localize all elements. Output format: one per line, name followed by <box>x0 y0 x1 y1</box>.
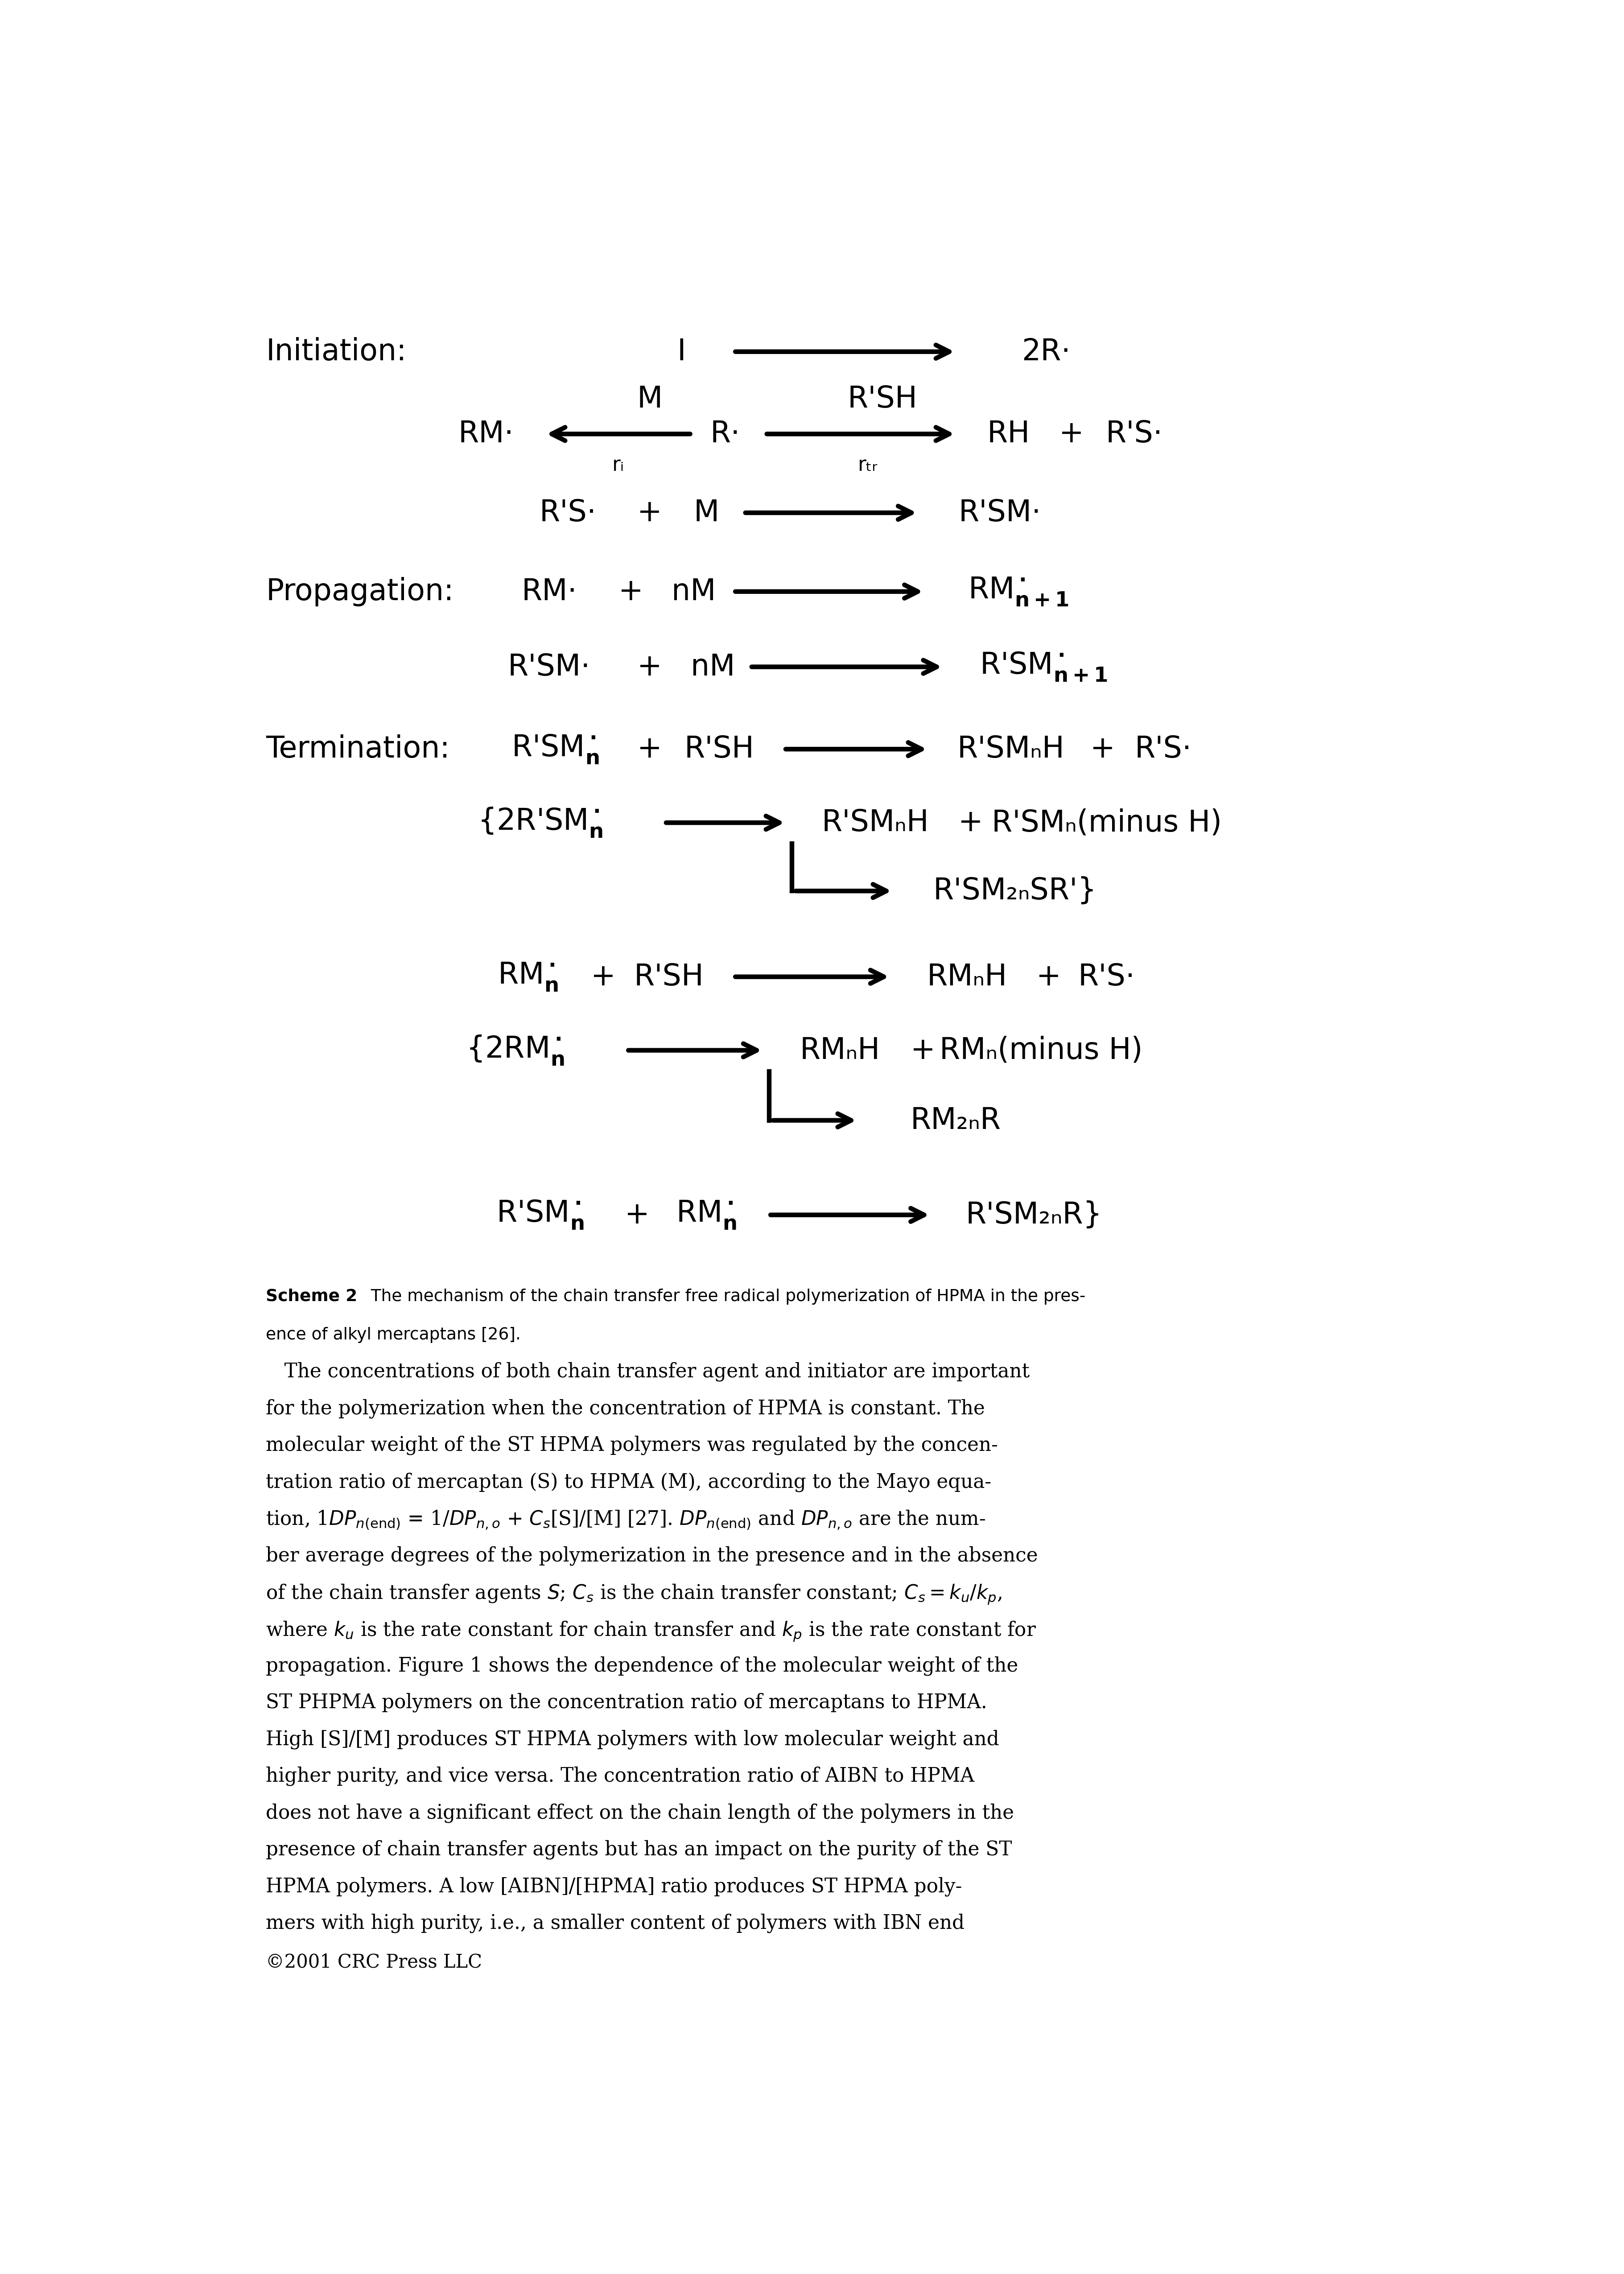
Text: RM$\mathbf{^\bullet_{n+1}}$: RM$\mathbf{^\bullet_{n+1}}$ <box>968 575 1069 607</box>
Text: RM$\mathbf{^\bullet_n}$: RM$\mathbf{^\bullet_n}$ <box>497 960 559 994</box>
Text: R'S·: R'S· <box>539 498 596 528</box>
Text: tration ratio of mercaptan (S) to HPMA (M), according to the Mayo equa-: tration ratio of mercaptan (S) to HPMA (… <box>266 1471 992 1492</box>
Text: nM: nM <box>672 578 716 607</box>
Text: Initiation:: Initiation: <box>266 337 406 366</box>
Text: R'SMₙ(minus H): R'SMₙ(minus H) <box>992 807 1221 837</box>
Text: R'SM₂ₙR}: R'SM₂ₙR} <box>965 1201 1103 1230</box>
Text: +: + <box>1036 962 1060 991</box>
Text: R'S·: R'S· <box>1078 962 1135 991</box>
Text: Termination:: Termination: <box>266 735 450 764</box>
Text: +: + <box>911 1035 935 1064</box>
Text: R'SM$\mathbf{^\bullet_n}$: R'SM$\mathbf{^\bullet_n}$ <box>497 1198 585 1230</box>
Text: R'SM₂ₙSR'}: R'SM₂ₙSR'} <box>934 875 1096 905</box>
Text: mers with high purity, i.e., a smaller content of polymers with IBN end: mers with high purity, i.e., a smaller c… <box>266 1912 965 1933</box>
Text: tion, 1$DP_{n(\mathrm{end})}$ = 1/$DP_{n,o}$ + $C_s$[S]/[M] [27]. $DP_{n(\mathrm: tion, 1$DP_{n(\mathrm{end})}$ = 1/$DP_{n… <box>266 1510 986 1530</box>
Text: The concentrations of both chain transfer agent and initiator are important: The concentrations of both chain transfe… <box>266 1362 1030 1383</box>
Text: +: + <box>958 807 983 837</box>
Text: R'SMₙH: R'SMₙH <box>957 735 1065 764</box>
Text: RM·: RM· <box>521 578 577 607</box>
Text: rᵢ: rᵢ <box>612 455 624 475</box>
Text: ber average degrees of the polymerization in the presence and in the absence: ber average degrees of the polymerizatio… <box>266 1546 1038 1565</box>
Text: {2R'SM$\mathbf{^\bullet_n}$: {2R'SM$\mathbf{^\bullet_n}$ <box>477 805 603 839</box>
Text: HPMA polymers. A low [AIBN]/[HPMA] ratio produces ST HPMA poly-: HPMA polymers. A low [AIBN]/[HPMA] ratio… <box>266 1876 961 1897</box>
Text: does not have a significant effect on the chain length of the polymers in the: does not have a significant effect on th… <box>266 1803 1015 1824</box>
Text: +: + <box>637 498 663 528</box>
Text: High [S]/[M] produces ST HPMA polymers with low molecular weight and: High [S]/[M] produces ST HPMA polymers w… <box>266 1731 999 1749</box>
Text: +: + <box>1059 418 1083 448</box>
Text: RH: RH <box>987 418 1030 448</box>
Text: of the chain transfer agents $S$; $C_s$ is the chain transfer constant; $C_s = k: of the chain transfer agents $S$; $C_s$ … <box>266 1583 1002 1605</box>
Text: RMₙ(minus H): RMₙ(minus H) <box>940 1035 1143 1064</box>
Text: RM₂ₙR: RM₂ₙR <box>911 1105 1000 1135</box>
Text: ence of alkyl mercaptans [26].: ence of alkyl mercaptans [26]. <box>266 1328 521 1344</box>
Text: presence of chain transfer agents but has an impact on the purity of the ST: presence of chain transfer agents but ha… <box>266 1840 1012 1860</box>
Text: R'SH: R'SH <box>848 384 918 414</box>
Text: where $k_u$ is the rate constant for chain transfer and $k_p$ is the rate consta: where $k_u$ is the rate constant for cha… <box>266 1619 1036 1642</box>
Text: M: M <box>637 384 663 414</box>
Text: molecular weight of the ST HPMA polymers was regulated by the concen-: molecular weight of the ST HPMA polymers… <box>266 1435 999 1455</box>
Text: R'S·: R'S· <box>1106 418 1163 448</box>
Text: RM·: RM· <box>458 418 515 448</box>
Text: Propagation:: Propagation: <box>266 578 453 607</box>
Text: I: I <box>677 337 685 366</box>
Text: RM$\mathbf{^\bullet_n}$: RM$\mathbf{^\bullet_n}$ <box>676 1198 737 1230</box>
Text: ST PHPMA polymers on the concentration ratio of mercaptans to HPMA.: ST PHPMA polymers on the concentration r… <box>266 1692 987 1712</box>
Text: R'SMₙH: R'SMₙH <box>822 807 929 837</box>
Text: rₜᵣ: rₜᵣ <box>857 455 877 475</box>
Text: R'S·: R'S· <box>1135 735 1192 764</box>
Text: R·: R· <box>710 418 741 448</box>
Text: RMₙH: RMₙH <box>799 1035 880 1064</box>
Text: R'SH: R'SH <box>633 962 703 991</box>
Text: R'SM$\mathbf{^\bullet_n}$: R'SM$\mathbf{^\bullet_n}$ <box>512 732 599 766</box>
Text: +: + <box>637 653 663 682</box>
Text: M: M <box>693 498 719 528</box>
Text: nM: nM <box>690 653 736 682</box>
Text: propagation. Figure 1 shows the dependence of the molecular weight of the: propagation. Figure 1 shows the dependen… <box>266 1655 1018 1676</box>
Text: RMₙH: RMₙH <box>927 962 1007 991</box>
Text: 2R·: 2R· <box>1021 337 1070 366</box>
Text: R'SH: R'SH <box>684 735 754 764</box>
Text: ©2001 CRC Press LLC: ©2001 CRC Press LLC <box>266 1953 482 1972</box>
Text: R'SM$\mathbf{^\bullet_{n+1}}$: R'SM$\mathbf{^\bullet_{n+1}}$ <box>979 650 1108 682</box>
Text: R'SM·: R'SM· <box>958 498 1041 528</box>
Text: +: + <box>591 962 615 991</box>
Text: R'SM·: R'SM· <box>508 653 591 682</box>
Text: +: + <box>637 735 663 764</box>
Text: +: + <box>619 578 643 607</box>
Text: Scheme 2: Scheme 2 <box>266 1289 357 1305</box>
Text: higher purity, and vice versa. The concentration ratio of AIBN to HPMA: higher purity, and vice versa. The conce… <box>266 1767 974 1785</box>
Text: for the polymerization when the concentration of HPMA is constant. The: for the polymerization when the concentr… <box>266 1399 986 1419</box>
Text: +: + <box>625 1201 650 1230</box>
Text: +: + <box>1090 735 1116 764</box>
Text: {2RM$\mathbf{^\bullet_n}$: {2RM$\mathbf{^\bullet_n}$ <box>466 1035 564 1067</box>
Text: The mechanism of the chain transfer free radical polymerization of HPMA in the p: The mechanism of the chain transfer free… <box>361 1289 1085 1305</box>
